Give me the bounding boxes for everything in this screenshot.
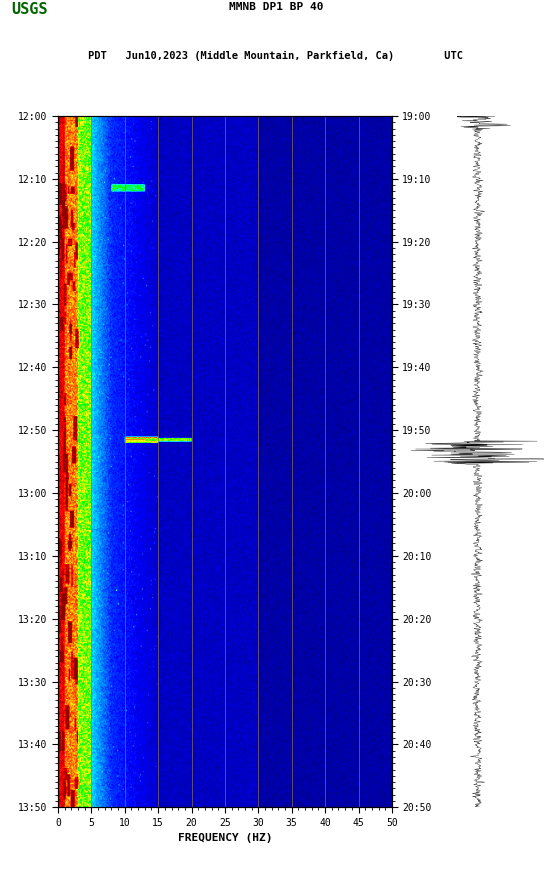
Text: MMNB DP1 BP 40: MMNB DP1 BP 40 bbox=[229, 2, 323, 12]
Text: PDT   Jun10,2023 (Middle Mountain, Parkfield, Ca)        UTC: PDT Jun10,2023 (Middle Mountain, Parkfie… bbox=[88, 52, 464, 62]
Text: USGS: USGS bbox=[11, 2, 47, 17]
X-axis label: FREQUENCY (HZ): FREQUENCY (HZ) bbox=[178, 833, 272, 843]
